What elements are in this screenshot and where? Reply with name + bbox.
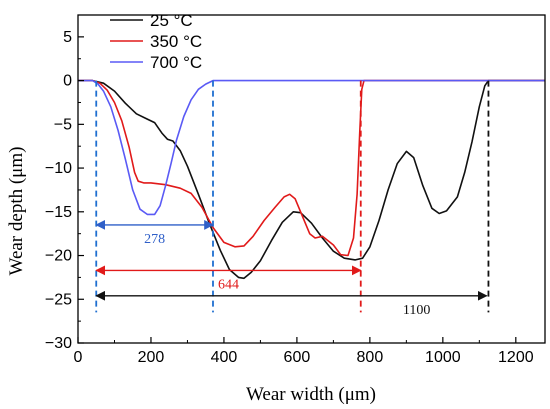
x-tick-label: 200 (138, 349, 165, 366)
x-tick-label: 800 (357, 349, 384, 366)
y-tick-label: 0 (63, 73, 72, 90)
legend-label-2: 350 °C (150, 32, 202, 51)
plot-frame (77, 14, 546, 344)
series-line-2 (78, 79, 545, 257)
y-tick-label: −10 (45, 160, 72, 177)
x-tick-label: 400 (211, 349, 238, 366)
x-tick-label: 1000 (425, 349, 461, 366)
y-tick-label: −20 (45, 248, 72, 265)
span-label-2: 644 (218, 277, 239, 292)
legend-label-3: 700 °C (150, 53, 202, 72)
x-axis-title: Wear width (μm) (246, 384, 376, 405)
y-axis-title: Wear depth (μm) (6, 147, 27, 276)
legend-label-1: 25 °C (150, 11, 193, 30)
series-line-1 (78, 79, 545, 280)
y-tick-label: −30 (45, 335, 72, 352)
span-label-1: 278 (144, 232, 165, 247)
span-label-3: 1100 (403, 303, 430, 318)
x-tick-label: 1200 (498, 349, 534, 366)
x-tick-label: 600 (284, 349, 311, 366)
y-tick-label: −15 (45, 204, 72, 221)
x-tick-label: 0 (74, 349, 83, 366)
series-line-3 (78, 79, 545, 216)
y-tick-label: −25 (45, 291, 72, 308)
y-tick-label: −5 (54, 116, 72, 133)
y-tick-label: 5 (63, 29, 72, 46)
